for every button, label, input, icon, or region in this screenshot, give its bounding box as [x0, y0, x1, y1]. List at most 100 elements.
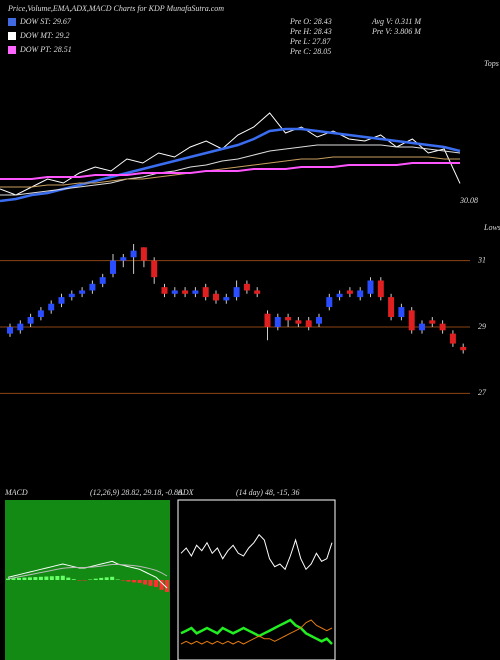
legend-swatch	[8, 46, 16, 54]
histogram-bar	[132, 580, 137, 583]
histogram-bar	[11, 578, 16, 580]
candle-body	[120, 257, 127, 261]
panel-subtitle: (14 day) 48, -15, 36	[236, 488, 300, 497]
histogram-bar	[110, 576, 115, 580]
candle-body	[346, 290, 353, 294]
candle-body	[316, 317, 322, 324]
adx-line	[180, 619, 333, 645]
stat: Pre O: 28.43	[289, 17, 332, 26]
histogram-bar	[88, 579, 93, 580]
candle-body	[336, 293, 343, 298]
histogram-bar	[6, 578, 10, 580]
candle-body	[377, 280, 384, 298]
macd-line	[7, 564, 168, 580]
histogram-bar	[126, 580, 131, 582]
candle-body	[202, 287, 209, 298]
adx-line	[180, 533, 333, 571]
candle-body	[460, 346, 467, 351]
candle-body	[285, 317, 292, 321]
candle-body	[99, 277, 106, 284]
histogram-bar	[82, 580, 87, 581]
candle-body	[68, 293, 75, 298]
candle-body	[89, 283, 96, 291]
legend-label: DOW ST: 29.67	[19, 17, 72, 26]
page-title: Price,Volume,EMA,ADX,MACD Charts for KDP…	[7, 4, 224, 13]
candle-body	[243, 283, 250, 291]
y-tick-label: 29	[478, 322, 486, 331]
candle-body	[439, 323, 446, 331]
value-label: 30.08	[459, 196, 478, 205]
stat: Avg V: 0.311 M	[371, 17, 422, 26]
candle-body	[223, 297, 230, 301]
candle-body	[140, 247, 147, 261]
candle-body	[192, 290, 199, 294]
candle-body	[264, 313, 271, 327]
candle-body	[130, 250, 137, 258]
histogram-bar	[77, 580, 82, 581]
candle-body	[429, 320, 436, 324]
histogram-bar	[33, 577, 38, 580]
adx-line	[180, 618, 333, 645]
candle-body	[182, 290, 189, 294]
histogram-bar	[16, 577, 21, 580]
candle-body	[79, 290, 86, 294]
histogram-bar	[148, 580, 153, 586]
panel-subtitle: (12,26,9) 28.82, 29.18, -0.86	[90, 488, 182, 497]
candle-body	[388, 297, 395, 318]
histogram-bar	[159, 580, 164, 590]
y-tick-label: 27	[478, 388, 487, 397]
stat: Pre V: 3.806 M	[371, 27, 422, 36]
candle-body	[213, 293, 219, 301]
legend-label: DOW PT: 28.51	[19, 45, 72, 54]
histogram-bar	[121, 580, 126, 581]
stat: Pre H: 28.43	[289, 27, 332, 36]
candle-body	[295, 320, 302, 324]
histogram-bar	[165, 580, 169, 592]
candle-body	[161, 287, 168, 294]
candle-body	[408, 310, 415, 331]
candle-body	[27, 317, 34, 324]
histogram-bar	[22, 577, 27, 580]
candle-body	[305, 320, 312, 327]
candle-body	[367, 280, 374, 294]
candle-body	[37, 310, 44, 318]
candle-body	[110, 260, 116, 274]
histogram-bar	[104, 577, 109, 580]
candle-body	[326, 297, 333, 308]
candle-body	[7, 326, 13, 334]
candle-body	[274, 317, 281, 327]
price-line	[0, 127, 461, 203]
candle-body	[151, 260, 158, 278]
candle-body	[171, 290, 178, 294]
histogram-bar	[93, 578, 98, 580]
histogram-bar	[38, 576, 43, 580]
annotation: Lows	[483, 223, 500, 232]
histogram-bar	[44, 576, 49, 580]
price-line	[0, 112, 461, 196]
y-tick-label: 31	[477, 255, 486, 264]
candle-body	[58, 297, 65, 304]
histogram-bar	[99, 577, 104, 580]
candle-body	[48, 303, 55, 311]
histogram-bar	[55, 576, 60, 580]
candle-body	[357, 290, 364, 298]
histogram-bar	[137, 580, 142, 583]
stat: Pre L: 27.87	[289, 37, 331, 46]
panel-title: ADX	[177, 488, 195, 497]
histogram-bar	[143, 580, 148, 585]
legend-label: DOW MT: 29.2	[19, 31, 70, 40]
histogram-bar	[66, 577, 71, 580]
price-line	[0, 156, 460, 188]
candle-body	[398, 307, 405, 318]
candle-body	[449, 333, 456, 344]
legend-swatch	[8, 18, 16, 26]
stat: Pre C: 28.05	[289, 47, 331, 56]
price-line	[0, 162, 460, 180]
panel-title: MACD	[4, 488, 28, 497]
legend-swatch	[8, 32, 16, 40]
candle-body	[17, 323, 24, 331]
histogram-bar	[154, 580, 159, 587]
candle-body	[233, 287, 240, 298]
